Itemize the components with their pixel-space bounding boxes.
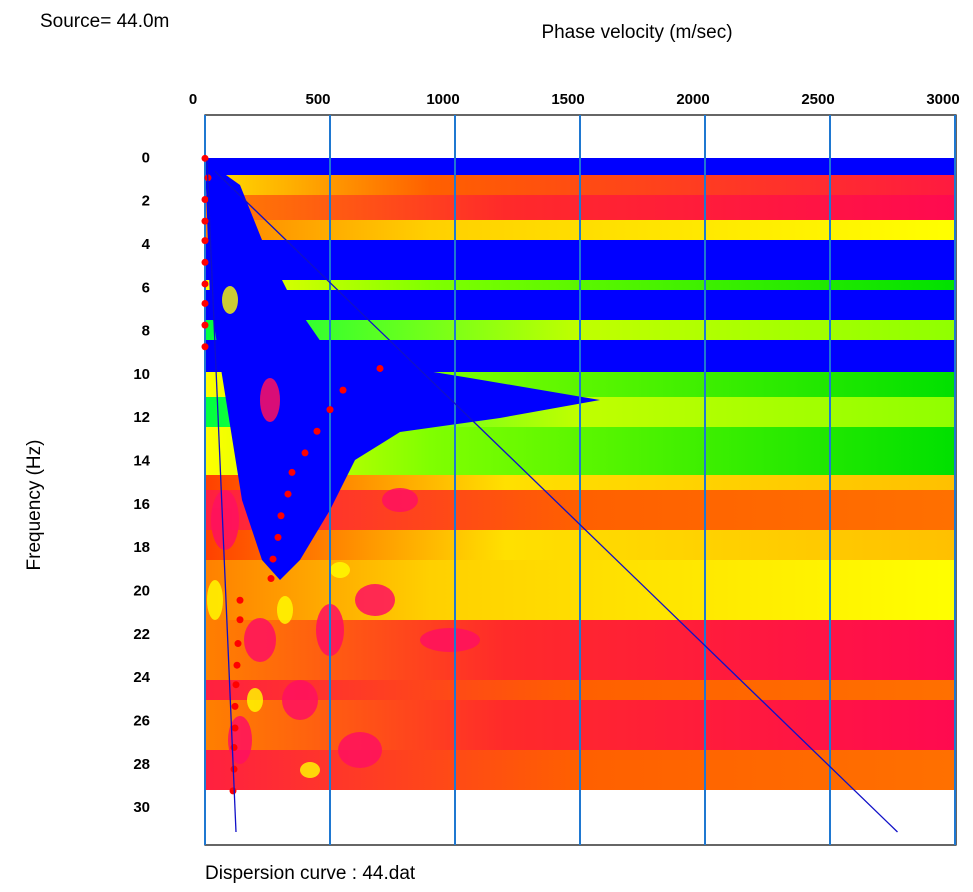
pick-point	[236, 596, 244, 604]
pick-point	[267, 575, 275, 583]
pick-point	[236, 616, 244, 624]
blue-wedge	[205, 160, 600, 580]
pick-point	[201, 321, 209, 329]
pick-point	[201, 280, 209, 288]
pick-point	[201, 237, 209, 245]
y-tick-label: 4	[142, 236, 151, 253]
reference-line	[214, 170, 898, 833]
pick-point	[201, 258, 209, 266]
pick-point	[376, 364, 384, 372]
y-tick-label: 0	[142, 149, 150, 166]
y-tick-label: 10	[133, 366, 150, 383]
y-tick-label: 8	[142, 323, 150, 340]
y-tick-label: 26	[133, 712, 150, 729]
pick-point	[326, 406, 334, 414]
pick-point	[274, 533, 282, 541]
pick-point	[230, 744, 238, 752]
x-tick-label: 1000	[426, 91, 459, 108]
pick-point	[231, 702, 239, 710]
pick-point	[339, 386, 347, 394]
x-tick-label: 500	[305, 91, 330, 108]
pick-point	[231, 724, 239, 732]
pick-point	[201, 217, 209, 225]
mottle	[207, 286, 350, 778]
pick-point	[269, 555, 277, 563]
y-tick-label: 30	[133, 799, 150, 816]
caption: Dispersion curve : 44.dat	[205, 863, 416, 884]
y-tick-label: 16	[133, 496, 150, 513]
y-tick-label: 14	[133, 453, 150, 470]
y-tick-label: 22	[133, 626, 150, 643]
y-tick-label: 28	[133, 756, 150, 773]
pick-point	[234, 640, 242, 648]
y-tick-label: 18	[133, 539, 150, 556]
pick-point	[313, 427, 321, 435]
x-tick-label: 2000	[676, 91, 709, 108]
pick-point	[277, 512, 285, 520]
pick-point	[233, 661, 241, 669]
x-tick-label: 3000	[926, 91, 959, 108]
y-tick-label: 6	[142, 279, 150, 296]
y-tick-label: 2	[142, 193, 150, 210]
pick-point	[232, 681, 240, 689]
x-tick-label: 1500	[551, 91, 584, 108]
pick-point	[201, 195, 209, 203]
y-tick-label: 12	[133, 409, 150, 426]
pick-point	[201, 299, 209, 307]
pick-point	[201, 343, 209, 351]
pick-point	[288, 468, 296, 476]
pick-point	[284, 490, 292, 498]
pick-point	[229, 787, 237, 795]
x-tick-label: 2500	[801, 91, 834, 108]
reference-line	[206, 160, 237, 833]
y-tick-label: 24	[133, 669, 150, 686]
mottle	[211, 378, 480, 768]
x-axis-title: Phase velocity (m/sec)	[541, 22, 732, 43]
pick-point	[201, 154, 209, 162]
pick-point	[301, 449, 309, 457]
y-axis-title: Frequency (Hz)	[24, 440, 45, 571]
y-tick-label: 20	[133, 583, 150, 600]
chart-title: Source= 44.0m	[40, 11, 169, 32]
pick-point	[230, 765, 238, 773]
x-tick-label: 0	[189, 91, 197, 108]
